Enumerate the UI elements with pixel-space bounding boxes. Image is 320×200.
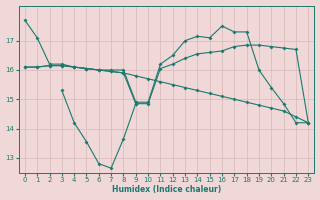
X-axis label: Humidex (Indice chaleur): Humidex (Indice chaleur) — [112, 185, 221, 194]
